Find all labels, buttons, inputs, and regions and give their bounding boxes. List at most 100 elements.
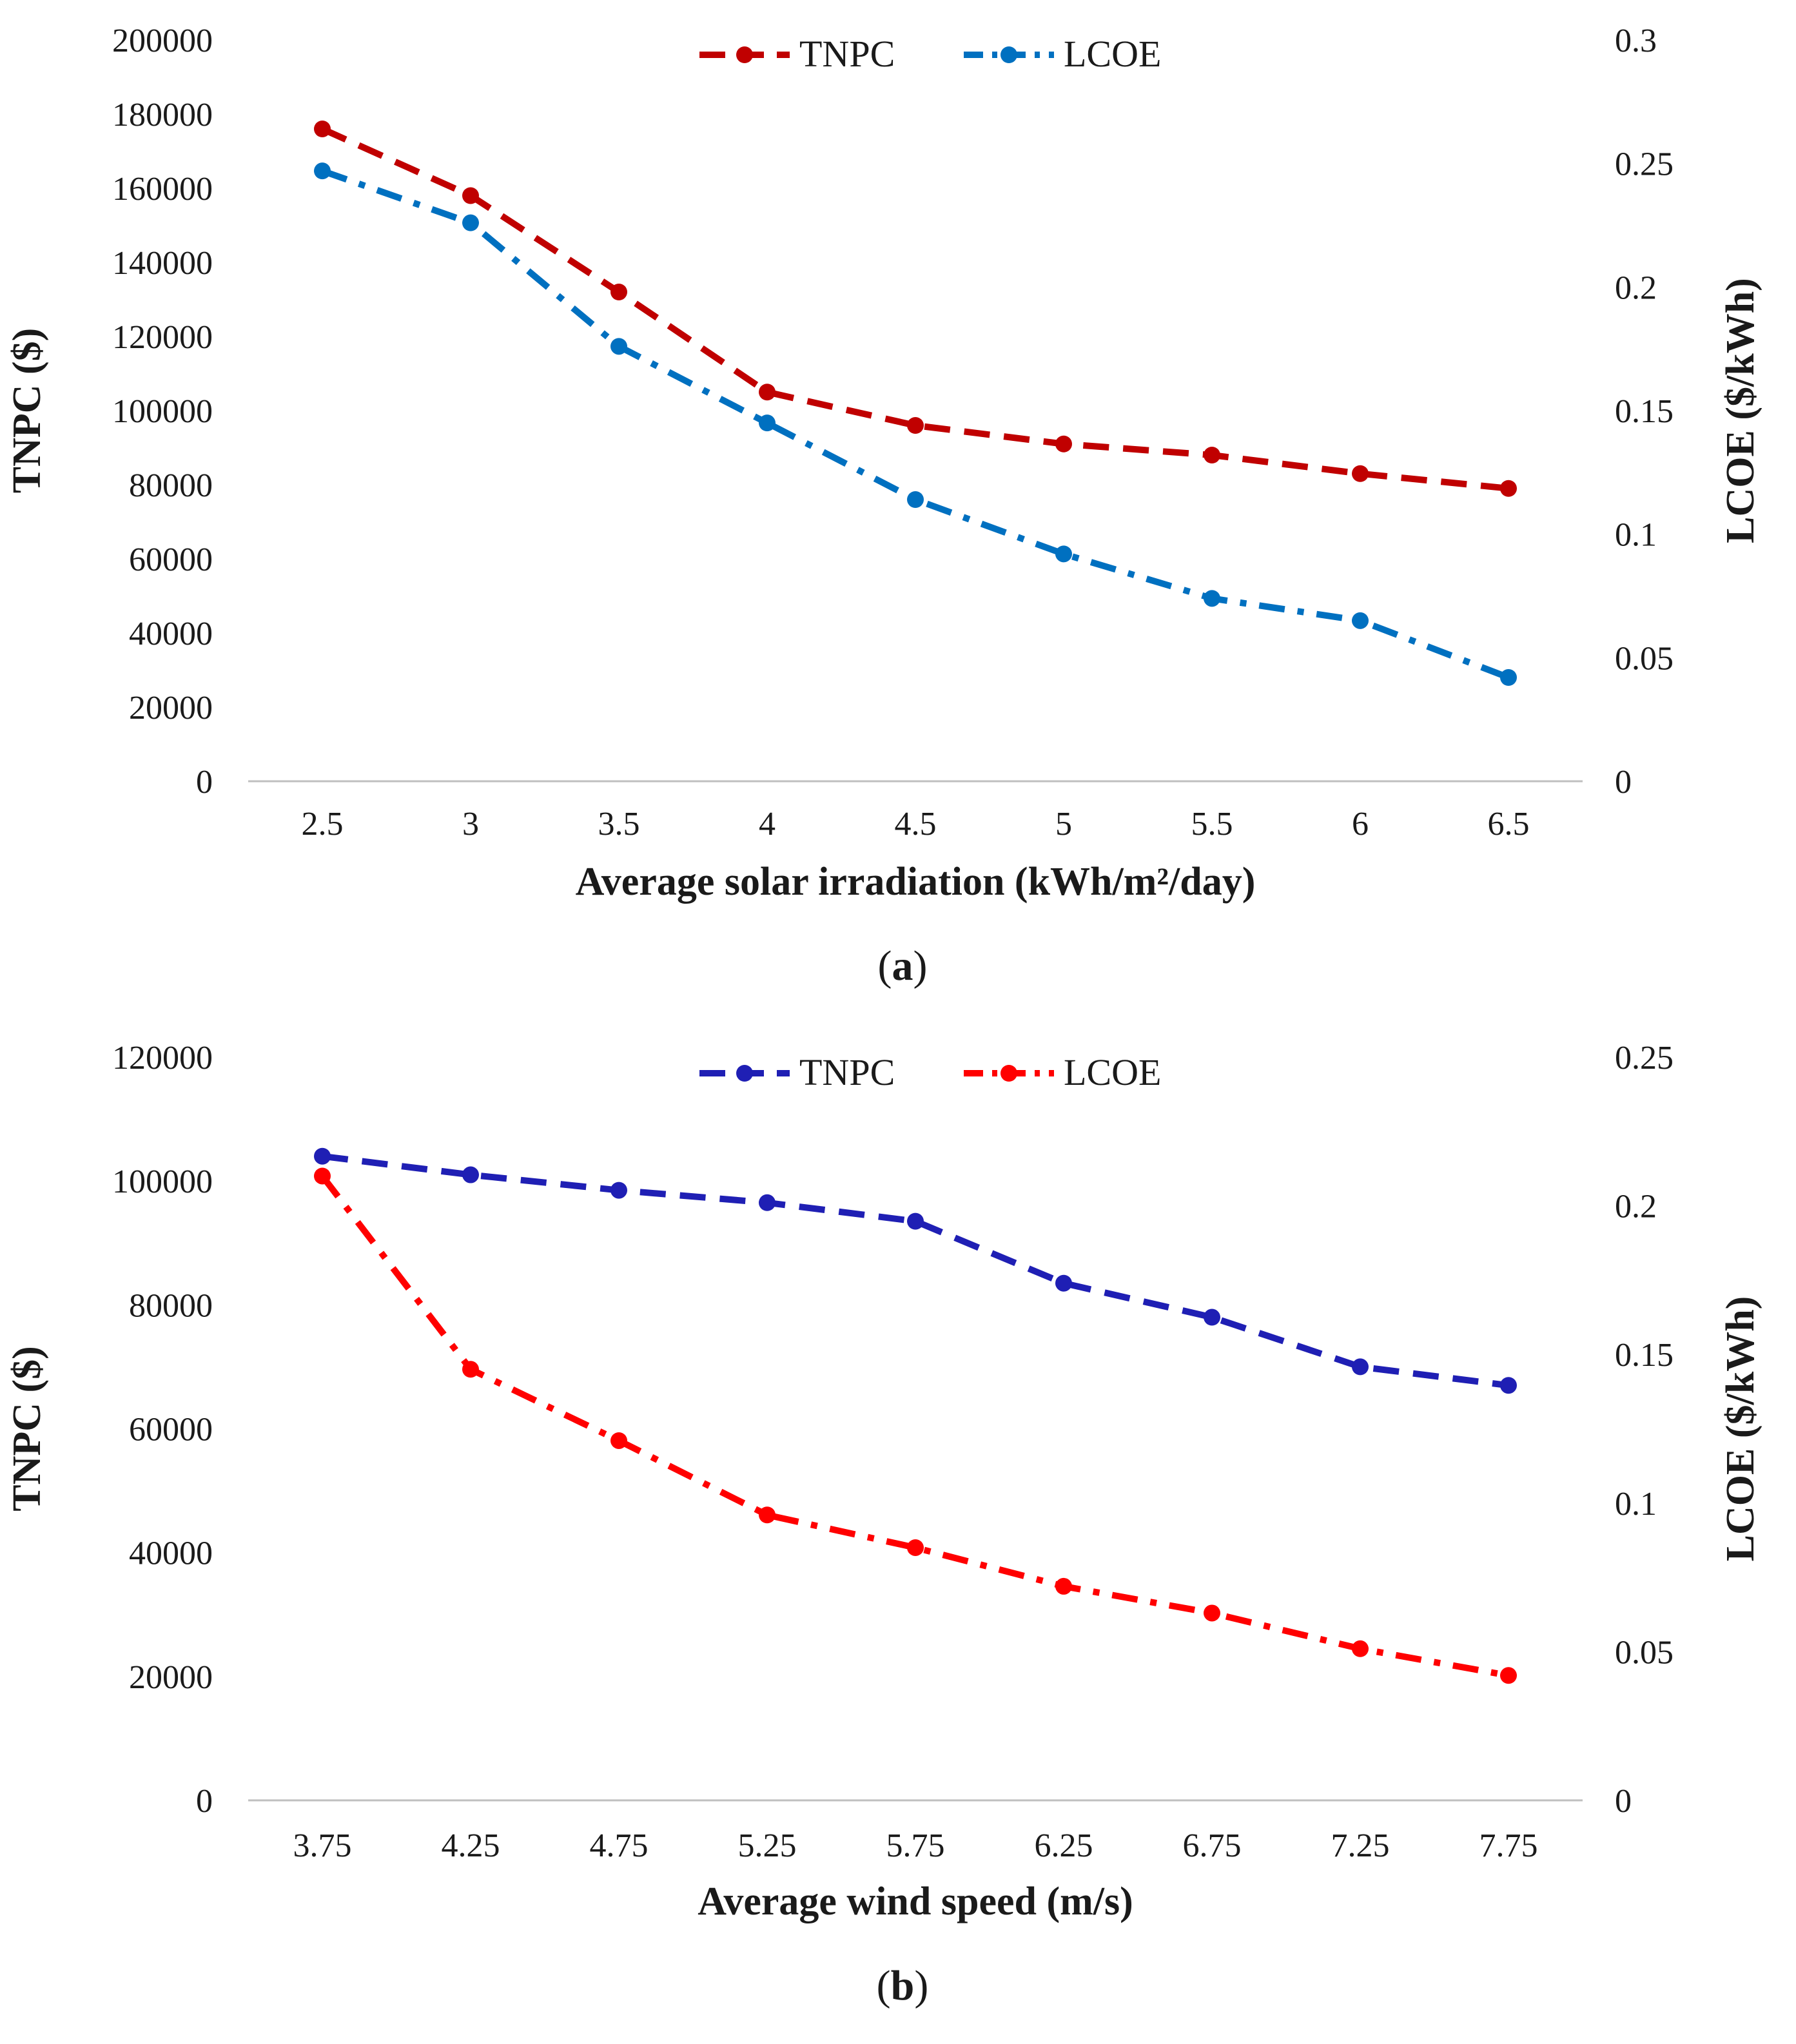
data-point-lcoe <box>1500 669 1517 686</box>
data-point-tnpc <box>1055 435 1072 453</box>
chart-panel-a: 0 20000 40000 60000 80000 100000 120000 140000 1… <box>5 23 1762 989</box>
data-point-lcoe <box>1352 612 1369 629</box>
data-point-lcoe <box>1352 1640 1369 1657</box>
data-point-tnpc <box>610 1182 627 1199</box>
data-point-tnpc <box>759 384 776 401</box>
y2-tick-label: 0.3 <box>1615 23 1657 59</box>
y-tick-label: 0 <box>196 1783 213 1820</box>
data-point-lcoe <box>759 414 776 432</box>
caption-open-paren: ( <box>878 942 892 989</box>
x-tick-label: 5.75 <box>886 1827 945 1864</box>
data-point-lcoe <box>1055 1577 1072 1595</box>
y-tick-label: 60000 <box>129 541 213 578</box>
x-axis-title: Average solar irradiation (kWh/m²/day) <box>576 860 1256 904</box>
data-point-lcoe <box>759 1506 776 1524</box>
y-tick-label: 200000 <box>112 23 213 59</box>
legend-label-lcoe: LCOE <box>1064 33 1161 75</box>
y-tick-label: 160000 <box>112 171 213 208</box>
data-point-lcoe <box>1055 545 1072 563</box>
y-tick-label: 100000 <box>112 1163 213 1200</box>
legend-marker-lcoe <box>1000 1065 1017 1082</box>
y2-tick-label: 0.25 <box>1615 1040 1674 1076</box>
y-tick-label: 20000 <box>129 690 213 726</box>
x-axis-title: Average wind speed (m/s) <box>698 1880 1133 1923</box>
data-point-lcoe <box>1204 1604 1220 1622</box>
legend-label-lcoe: LCOE <box>1064 1051 1161 1093</box>
series-line-tnpc <box>320 126 1509 492</box>
x-tick-label: 6.25 <box>1035 1827 1093 1864</box>
y-tick-label: 120000 <box>112 1040 213 1076</box>
y-tick-label: 100000 <box>112 393 213 430</box>
data-point-tnpc <box>1500 1377 1517 1394</box>
data-point-lcoe <box>462 1361 479 1378</box>
caption-close-paren: ) <box>913 942 928 989</box>
legend-marker-tnpc <box>736 1065 753 1082</box>
caption-panel-letter: a <box>892 942 913 989</box>
data-point-lcoe <box>610 338 627 355</box>
data-point-lcoe <box>314 162 331 180</box>
x-tick-label: 6 <box>1352 806 1369 842</box>
y2-tick-label: 0.1 <box>1615 517 1657 554</box>
y-tick-label: 80000 <box>129 467 213 504</box>
y-tick-label: 120000 <box>112 319 213 356</box>
y2-tick-label: 0.15 <box>1615 1337 1674 1374</box>
y-tick-label: 60000 <box>129 1412 213 1448</box>
y2-tick-label: 0 <box>1615 764 1632 801</box>
y2-tick-label: 0 <box>1615 1783 1632 1820</box>
data-point-tnpc <box>462 187 479 204</box>
data-point-tnpc <box>1204 1309 1220 1326</box>
data-point-lcoe <box>907 1539 924 1556</box>
x-tick-label: 5.5 <box>1191 806 1233 842</box>
y-tick-label: 20000 <box>129 1659 213 1696</box>
y-tick-label: 80000 <box>129 1287 213 1324</box>
x-tick-label: 2.5 <box>302 806 344 842</box>
legend-marker-tnpc <box>736 46 753 63</box>
panel-caption: (a) <box>878 942 928 989</box>
x-tick-label: 3.5 <box>598 806 640 842</box>
caption-panel-letter: b <box>891 1962 915 2009</box>
x-tick-label: 6.75 <box>1183 1827 1242 1864</box>
x-tick-label: 6.5 <box>1488 806 1530 842</box>
data-point-tnpc <box>314 1147 331 1165</box>
y2-axis-title: LCOE ($/kWh) <box>1719 278 1762 543</box>
x-tick-label: 7.25 <box>1331 1827 1390 1864</box>
panel-caption: (b) <box>877 1962 929 2009</box>
data-point-lcoe <box>907 491 924 508</box>
data-point-tnpc <box>1500 480 1517 497</box>
caption-open-paren: ( <box>877 1962 891 2009</box>
data-point-lcoe <box>1204 590 1220 607</box>
data-point-lcoe <box>314 1167 331 1185</box>
y-tick-label: 140000 <box>112 245 213 282</box>
data-point-lcoe <box>1500 1667 1517 1684</box>
x-tick-label: 4.75 <box>590 1827 649 1864</box>
y-tick-label: 40000 <box>129 1535 213 1572</box>
y2-tick-label: 0.25 <box>1615 146 1674 183</box>
x-tick-label: 3.75 <box>293 1827 352 1864</box>
legend-label-tnpc: TNPC <box>799 33 895 75</box>
x-tick-label: 7.75 <box>1479 1827 1538 1864</box>
data-point-tnpc <box>1352 465 1369 482</box>
x-tick-label: 5 <box>1055 806 1072 842</box>
data-point-tnpc <box>1352 1358 1369 1376</box>
legend-label-tnpc: TNPC <box>799 1051 895 1093</box>
x-tick-label: 3 <box>462 806 479 842</box>
data-point-tnpc <box>314 121 331 137</box>
series-line-lcoe <box>320 1174 1509 1679</box>
data-point-lcoe <box>462 214 479 231</box>
x-tick-label: 4.5 <box>895 806 937 842</box>
data-point-tnpc <box>462 1166 479 1183</box>
y-axis-title: TNPC ($) <box>5 1346 49 1512</box>
y2-tick-label: 0.1 <box>1615 1486 1657 1523</box>
data-point-tnpc <box>907 1212 924 1230</box>
y-tick-label: 40000 <box>129 616 213 652</box>
legend-marker-lcoe <box>1000 46 1017 63</box>
x-tick-label: 5.25 <box>738 1827 797 1864</box>
y-tick-label: 0 <box>196 764 213 801</box>
y2-axis-title: LCOE ($/kWh) <box>1719 1296 1762 1562</box>
caption-close-paren: ) <box>914 1962 928 2009</box>
series-line-tnpc <box>322 1153 1509 1389</box>
data-point-tnpc <box>907 417 924 434</box>
y-tick-label: 180000 <box>112 97 213 133</box>
chart-panel-b: 0 20000 40000 60000 80000 100000 120000 0 0.05 0.… <box>5 1040 1762 2009</box>
